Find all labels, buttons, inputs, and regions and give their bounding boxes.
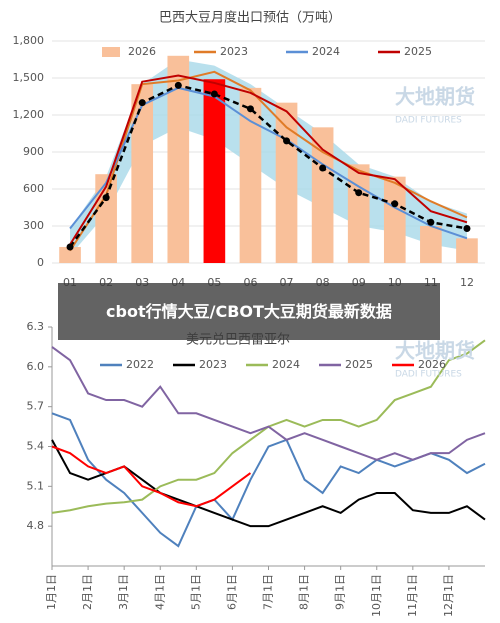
bar (420, 226, 442, 263)
y-tick-label: 5.7 (27, 400, 45, 413)
caption: cbot行情大豆/CBOT大豆期货最新数据 (58, 283, 440, 340)
legend-label: 2025 (345, 358, 373, 371)
point (102, 194, 110, 202)
point (463, 224, 471, 232)
point (210, 90, 218, 98)
line (69, 84, 468, 248)
point (355, 189, 363, 197)
x-tick-label: 12 (460, 276, 474, 289)
legend-label: 2024 (312, 45, 340, 58)
bar (456, 238, 478, 263)
legend-label: 2025 (404, 45, 432, 58)
line (51, 439, 486, 528)
y-tick-label: 0 (37, 256, 44, 269)
point (174, 81, 182, 89)
point (391, 200, 399, 208)
x-tick-label: 5月1日 (189, 574, 202, 610)
point (283, 137, 291, 145)
watermark: DADI FUTURES (395, 370, 462, 380)
y-tick-label: 1,200 (13, 108, 45, 121)
bar (167, 55, 190, 263)
bar (239, 87, 262, 263)
legend-label: 2026 (418, 358, 446, 371)
bar (131, 84, 154, 264)
x-tick-label: 8月1日 (298, 574, 311, 610)
y-tick-label: 5.4 (27, 440, 45, 453)
x-tick-label: 2月1日 (81, 574, 94, 610)
y-tick-label: 6.0 (27, 360, 45, 373)
y-tick-label: 4.8 (27, 519, 45, 532)
line (69, 70, 468, 252)
x-tick-label: 10月1日 (370, 574, 383, 617)
watermark: 大地期货 (395, 85, 475, 109)
y-tick-label: 6.3 (27, 320, 45, 333)
x-tick-label: 7月1日 (262, 574, 275, 610)
legend-swatch (102, 47, 120, 57)
line (51, 346, 486, 461)
chart-title: 巴西大豆月度出口预估（万吨） (159, 10, 341, 26)
legend-label: 2022 (126, 358, 154, 371)
watermark: DADI FUTURES (395, 116, 462, 126)
y-tick-label: 1,800 (13, 34, 45, 47)
bar (59, 246, 81, 263)
bar (383, 176, 406, 263)
legend-label: 2023 (220, 45, 248, 58)
legend-label: 2024 (272, 358, 300, 371)
point (246, 105, 254, 113)
x-tick-label: 6月1日 (225, 574, 238, 610)
point (138, 99, 146, 107)
x-tick-label: 11月1日 (406, 574, 419, 617)
y-tick-label: 1,500 (13, 71, 45, 84)
legend-label: 2023 (199, 358, 227, 371)
point (66, 243, 74, 251)
y-tick-label: 300 (23, 219, 44, 232)
y-tick-label: 600 (23, 182, 44, 195)
bar (203, 79, 226, 263)
bar (347, 164, 370, 263)
watermark: 大地期货 (395, 339, 475, 363)
legend-label: 2026 (128, 45, 156, 58)
point (427, 218, 435, 226)
y-tick-label: 5.1 (27, 479, 45, 492)
y-tick-label: 900 (23, 145, 44, 158)
line (69, 86, 468, 240)
x-tick-label: 9月1日 (334, 574, 347, 610)
x-tick-label: 3月1日 (117, 574, 130, 610)
line (51, 445, 252, 508)
x-tick-label: 12月1日 (442, 574, 455, 617)
x-tick-label: 1月1日 (45, 574, 58, 610)
point (319, 164, 327, 172)
x-tick-label: 4月1日 (153, 574, 166, 610)
line (69, 74, 468, 246)
